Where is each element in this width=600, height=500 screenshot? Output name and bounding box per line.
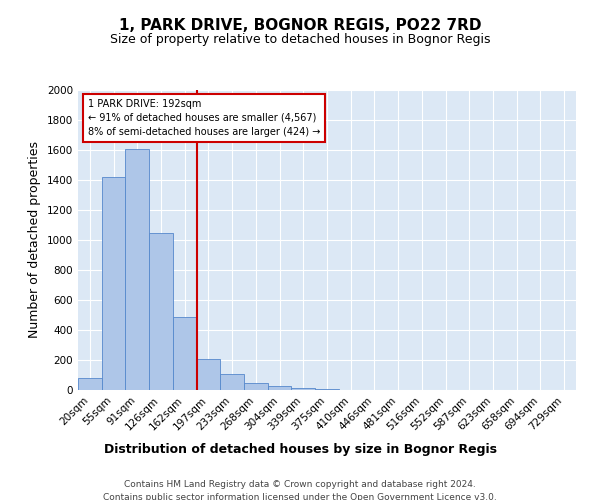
Bar [78, 378, 102, 390]
Bar [173, 316, 197, 390]
Bar [197, 358, 220, 390]
Text: Distribution of detached houses by size in Bognor Regis: Distribution of detached houses by size … [104, 442, 497, 456]
Text: 1, PARK DRIVE, BOGNOR REGIS, PO22 7RD: 1, PARK DRIVE, BOGNOR REGIS, PO22 7RD [119, 18, 481, 32]
Text: 1 PARK DRIVE: 192sqm
← 91% of detached houses are smaller (4,567)
8% of semi-det: 1 PARK DRIVE: 192sqm ← 91% of detached h… [88, 99, 320, 137]
Bar [315, 388, 339, 390]
Y-axis label: Number of detached properties: Number of detached properties [28, 142, 41, 338]
Bar [102, 177, 125, 390]
Bar [244, 383, 268, 390]
Bar [292, 388, 315, 390]
Bar [220, 374, 244, 390]
Text: Contains HM Land Registry data © Crown copyright and database right 2024.
Contai: Contains HM Land Registry data © Crown c… [103, 480, 497, 500]
Bar [149, 232, 173, 390]
Text: Size of property relative to detached houses in Bognor Regis: Size of property relative to detached ho… [110, 32, 490, 46]
Bar [268, 386, 292, 390]
Bar [125, 148, 149, 390]
